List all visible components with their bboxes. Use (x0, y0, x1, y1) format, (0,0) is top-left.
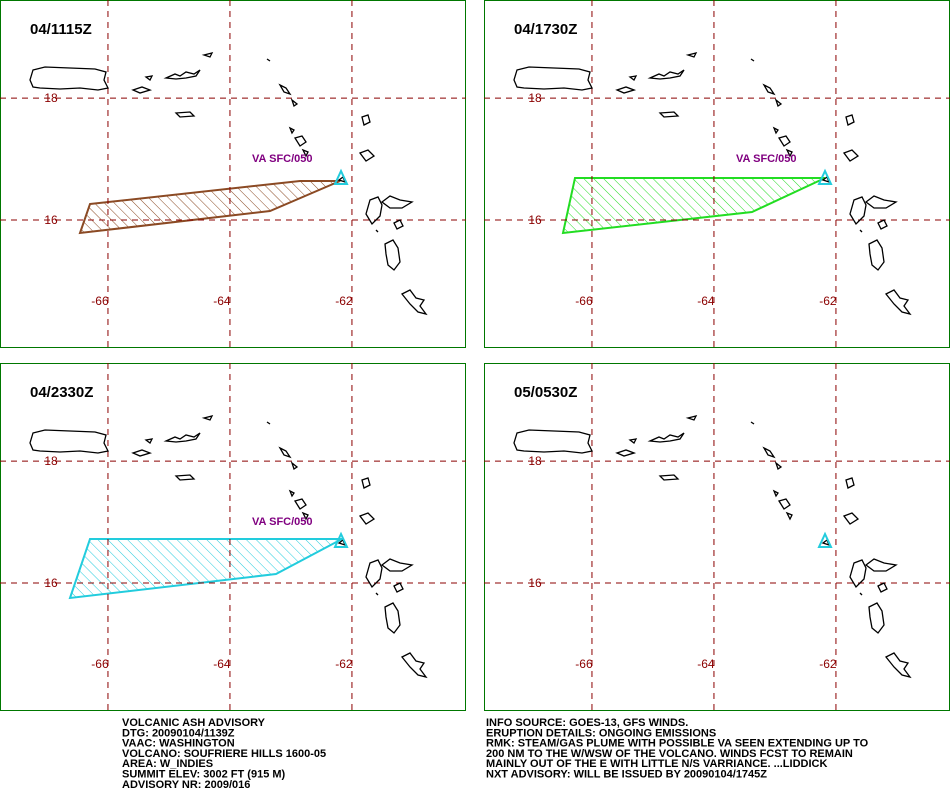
map-panel: -66 -64 -62 18 16 04/1115Z VA SFC/050 (0, 0, 466, 348)
lat-label: 16 (44, 576, 58, 590)
panel-border (0, 0, 466, 348)
lon-label: -64 (697, 294, 715, 308)
lat-label: 16 (528, 213, 542, 227)
panel-time: 04/1115Z (30, 21, 92, 38)
bulletin-line: 200 NM TO THE W/WSW OF THE VOLCANO. WIND… (486, 748, 853, 760)
bulletin-line: ADVISORY NR: 2009/016 (122, 779, 250, 791)
volcano-marker (333, 531, 349, 548)
lon-label: -64 (213, 294, 231, 308)
lon-label: -66 (575, 294, 593, 308)
bulletin-line: MAINLY OUT OF THE E WITH LITTLE N/S VARR… (486, 758, 827, 770)
lat-label: 18 (528, 454, 542, 468)
bulletin-line: ERUPTION DETAILS: ONGOING EMISSIONS (486, 727, 716, 739)
lon-label: -62 (335, 294, 353, 308)
panel-time: 04/1730Z (514, 21, 577, 38)
panel-border (484, 0, 950, 348)
bulletin-line: VOLCANIC ASH ADVISORY (122, 717, 266, 729)
lat-label: 18 (44, 454, 58, 468)
lat-label: 16 (44, 213, 58, 227)
lon-label: -62 (819, 294, 837, 308)
panel-time: 04/2330Z (30, 384, 93, 401)
bulletin-line: AREA: W_INDIES (122, 758, 213, 770)
bulletin-line: VAAC: WASHINGTON (122, 738, 235, 750)
bulletin-line: INFO SOURCE: GOES-13, GFS WINDS. (486, 717, 688, 729)
lon-label: -66 (91, 657, 109, 671)
lat-label: 18 (528, 91, 542, 105)
lon-label: -66 (575, 657, 593, 671)
panel-border (484, 363, 950, 711)
volcano-marker (817, 531, 833, 548)
va-label: VA SFC/050 (252, 153, 313, 165)
bulletin-line: NXT ADVISORY: WILL BE ISSUED BY 20090104… (486, 769, 767, 781)
lat-label: 18 (44, 91, 58, 105)
lon-label: -66 (91, 294, 109, 308)
bulletin-line: SUMMIT ELEV: 3002 FT (915 M) (122, 769, 286, 781)
volcano-marker (817, 168, 833, 185)
map-panel: -66 -64 -62 18 16 05/0530Z (484, 363, 950, 711)
bulletin-line: VOLCANO: SOUFRIERE HILLS 1600-05 (122, 748, 326, 760)
bulletin-line: DTG: 20090104/1139Z (122, 727, 235, 739)
lat-label: 16 (528, 576, 542, 590)
lon-label: -62 (335, 657, 353, 671)
map-panel: -66 -64 -62 18 16 04/1730Z VA SFC/050 (484, 0, 950, 348)
map-panel: -66 -64 -62 18 16 04/2330Z VA SFC/050 (0, 363, 466, 711)
panel-border (0, 363, 466, 711)
lon-label: -64 (213, 657, 231, 671)
panel-time: 05/0530Z (514, 384, 577, 401)
lon-label: -64 (697, 657, 715, 671)
bulletin-line: RMK: STEAM/GAS PLUME WITH POSSIBLE VA SE… (486, 738, 869, 750)
lon-label: -62 (819, 657, 837, 671)
va-label: VA SFC/050 (736, 153, 797, 165)
volcano-marker (333, 168, 349, 185)
ash-plume (561, 177, 826, 235)
va-label: VA SFC/050 (252, 516, 313, 528)
